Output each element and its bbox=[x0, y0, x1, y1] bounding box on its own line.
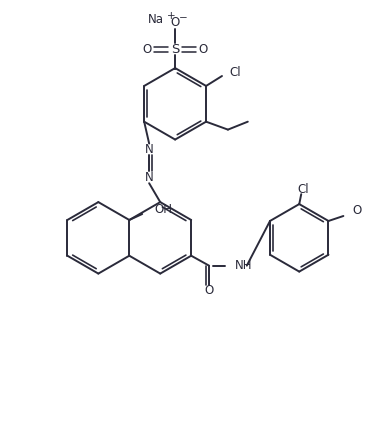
Text: N: N bbox=[145, 143, 154, 156]
Text: +: + bbox=[167, 11, 176, 22]
Text: NH: NH bbox=[235, 259, 252, 272]
Text: Cl: Cl bbox=[229, 65, 241, 78]
Text: OH: OH bbox=[154, 203, 172, 216]
Text: O: O bbox=[198, 43, 208, 56]
Text: O: O bbox=[352, 204, 362, 216]
Text: Na: Na bbox=[148, 13, 165, 26]
Text: −: − bbox=[179, 13, 187, 23]
Text: Cl: Cl bbox=[297, 183, 309, 196]
Text: O: O bbox=[170, 16, 180, 29]
Text: O: O bbox=[143, 43, 152, 56]
Text: N: N bbox=[145, 171, 154, 184]
Text: S: S bbox=[171, 43, 179, 56]
Text: O: O bbox=[204, 284, 214, 297]
